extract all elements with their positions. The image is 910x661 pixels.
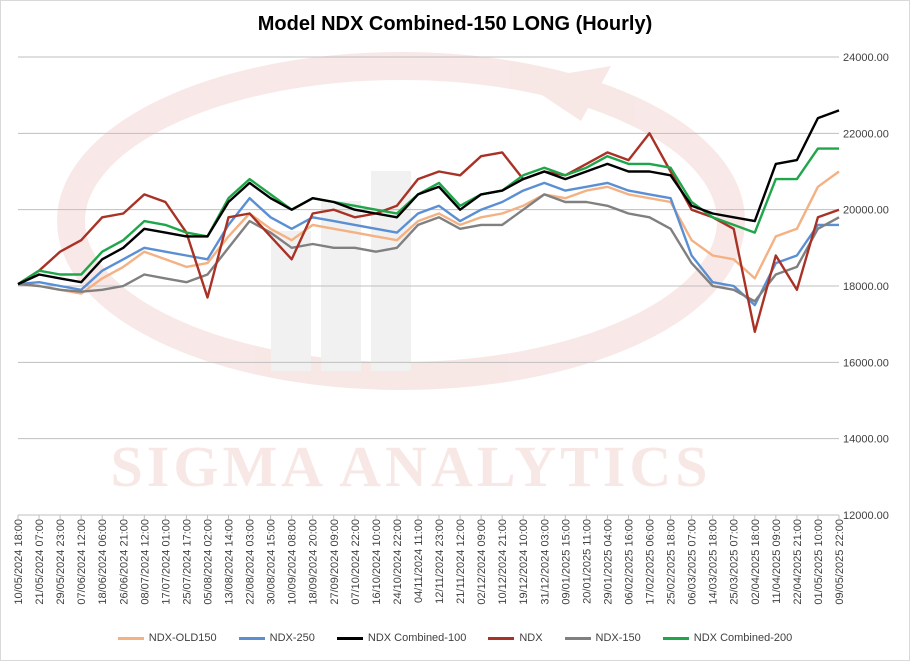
x-tick-label: 30/08/2024 15:00 xyxy=(266,519,278,605)
series-line-ndx xyxy=(17,132,840,333)
legend-entry: NDX Combined-100 xyxy=(336,632,467,644)
legend-label: NDX-250 xyxy=(269,632,315,644)
legend-swatch xyxy=(488,636,515,640)
x-tick-label: 04/11/2024 11:00 xyxy=(413,519,425,603)
x-tick-label: 07/06/2024 12:00 xyxy=(76,519,88,605)
x-tick-label: 21/05/2024 07:00 xyxy=(34,519,46,605)
x-tick-label: 06/02/2025 16:00 xyxy=(623,519,635,605)
y-tick-label: 18000.00 xyxy=(843,281,889,293)
y-tick-label: 16000.00 xyxy=(843,357,889,369)
x-tick-label: 01/05/2025 10:00 xyxy=(813,519,825,605)
legend: NDX-OLD150 NDX-250 NDX Combined-100 NDX NDX-… xyxy=(1,632,909,644)
legend-label: NDX Combined-200 xyxy=(693,632,793,644)
x-tick-label: 02/04/2025 18:00 xyxy=(750,519,762,605)
x-tick-label: 25/03/2025 07:00 xyxy=(729,519,741,605)
chart-title: Model NDX Combined-150 LONG (Hourly) xyxy=(257,13,653,35)
x-tick-label: 13/08/2024 14:00 xyxy=(224,519,236,605)
series-line-ndx-combined-100 xyxy=(17,109,840,286)
y-tick-label: 14000.00 xyxy=(843,434,889,446)
x-tick-label: 21/11/2024 12:00 xyxy=(455,519,467,604)
series-line-ndx-old150 xyxy=(17,170,840,295)
legend-entry: NDX-250 xyxy=(238,632,315,644)
x-tick-label: 10/09/2024 08:00 xyxy=(287,519,299,605)
series-line-ndx-250 xyxy=(17,181,839,307)
x-tick-label: 29/05/2024 23:00 xyxy=(55,519,67,605)
chart-plot: SIGMA ANALYTICS 12000.00 14000.00 16000.00… xyxy=(13,52,889,605)
x-axis: 10/05/2024 18:00 21/05/2024 07:00 29/05/20… xyxy=(13,514,846,605)
legend-swatch xyxy=(662,636,689,640)
x-tick-label: 22/08/2024 03:00 xyxy=(245,519,257,605)
y-tick-label: 22000.00 xyxy=(843,128,889,140)
legend-swatch xyxy=(336,636,363,640)
x-tick-label: 12/11/2024 23:00 xyxy=(434,519,446,604)
x-tick-label: 16/10/2024 10:00 xyxy=(371,519,383,605)
legend-label: NDX Combined-100 xyxy=(367,632,467,644)
x-tick-label: 18/09/2024 20:00 xyxy=(308,519,320,605)
x-tick-label: 11/04/2025 09:00 xyxy=(771,519,783,604)
x-tick-label: 20/01/2025 11:00 xyxy=(581,519,593,604)
x-tick-label: 22/04/2025 21:00 xyxy=(792,519,804,605)
x-tick-label: 10/12/2024 21:00 xyxy=(497,519,509,605)
x-tick-label: 07/10/2024 22:00 xyxy=(350,519,362,605)
y-tick-label: 20000.00 xyxy=(843,205,889,217)
x-tick-label: 31/12/2024 03:00 xyxy=(539,519,551,605)
legend-swatch xyxy=(238,636,265,640)
legend-entry: NDX Combined-200 xyxy=(662,632,793,644)
y-tick-label: 24000.00 xyxy=(843,52,889,64)
series-lines xyxy=(17,109,840,333)
legend-label: NDX-OLD150 xyxy=(148,632,217,644)
legend-swatch xyxy=(564,636,591,640)
x-tick-label: 09/05/2025 22:00 xyxy=(834,519,846,605)
legend-swatch xyxy=(117,636,144,640)
x-tick-label: 08/07/2024 12:00 xyxy=(139,519,151,605)
legend-label: NDX xyxy=(519,632,543,644)
x-tick-label: 17/07/2024 01:00 xyxy=(160,519,172,605)
x-tick-label: 09/01/2025 15:00 xyxy=(560,519,572,605)
watermark-text: SIGMA ANALYTICS xyxy=(111,434,712,499)
x-tick-label: 19/12/2024 10:00 xyxy=(518,519,530,605)
legend-label: NDX-150 xyxy=(595,632,641,644)
x-tick-label: 25/07/2024 17:00 xyxy=(181,519,193,605)
x-tick-label: 14/03/2025 18:00 xyxy=(708,519,720,605)
x-tick-label: 18/06/2024 06:00 xyxy=(97,519,109,605)
x-tick-label: 24/10/2024 22:00 xyxy=(392,519,404,605)
x-tick-label: 17/02/2025 06:00 xyxy=(645,519,657,605)
x-tick-label: 29/01/2025 04:00 xyxy=(602,519,614,605)
x-tick-label: 10/05/2024 18:00 xyxy=(13,519,25,605)
x-tick-label: 06/03/2025 07:00 xyxy=(687,519,699,605)
y-axis-ticks: 12000.00 14000.00 16000.00 18000.00 20000.00… xyxy=(843,52,889,522)
legend-entry: NDX-150 xyxy=(564,632,641,644)
legend-entry: NDX-OLD150 xyxy=(117,632,217,644)
x-tick-label: 02/12/2024 09:00 xyxy=(476,519,488,605)
x-tick-label: 27/09/2024 09:00 xyxy=(329,519,341,605)
series-line-ndx-150 xyxy=(17,193,840,303)
watermark-logo: SIGMA ANALYTICS xyxy=(57,52,745,499)
legend-entry: NDX xyxy=(488,632,543,644)
y-tick-label: 12000.00 xyxy=(843,510,889,522)
x-tick-label: 26/06/2024 21:00 xyxy=(118,519,130,605)
x-tick-label: 25/02/2025 18:00 xyxy=(666,519,678,605)
x-tick-label: 05/08/2024 02:00 xyxy=(202,519,214,605)
